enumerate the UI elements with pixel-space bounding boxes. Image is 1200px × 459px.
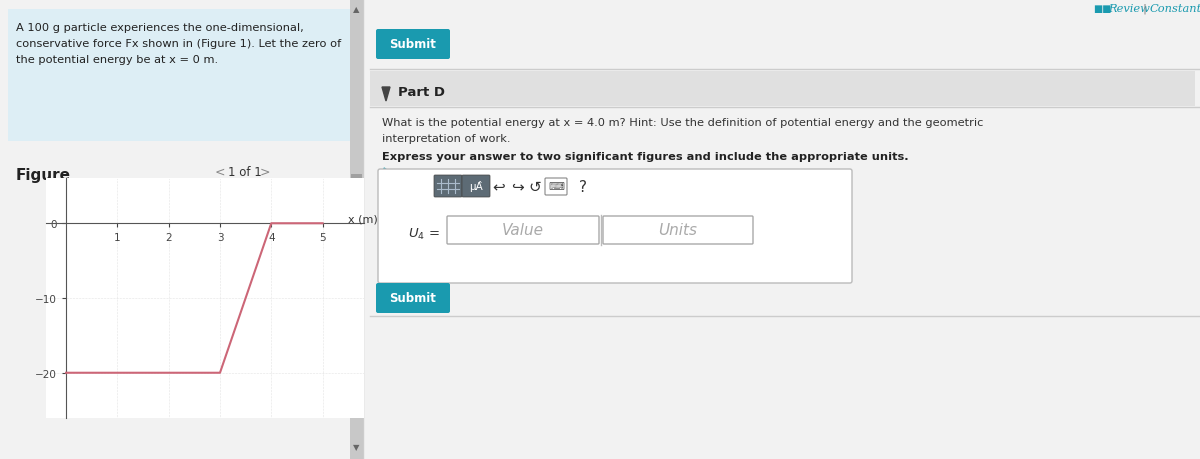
Text: the potential energy be at x = 0 m.: the potential energy be at x = 0 m. — [16, 55, 218, 65]
Polygon shape — [384, 168, 390, 177]
FancyBboxPatch shape — [378, 170, 852, 283]
Text: Constants: Constants — [1150, 4, 1200, 14]
Text: interpretation of work.: interpretation of work. — [382, 134, 510, 144]
Text: What is the potential energy at x = 4.0 m? Hint: Use the definition of potential: What is the potential energy at x = 4.0 … — [382, 118, 983, 128]
FancyBboxPatch shape — [446, 217, 599, 245]
Text: Submit: Submit — [390, 292, 437, 305]
Bar — [8, 10, 356, 142]
Bar — [370, 72, 1195, 107]
FancyBboxPatch shape — [376, 283, 450, 313]
Bar — [352, 174, 362, 230]
Text: ↪: ↪ — [511, 179, 523, 194]
Text: $U_4$ =: $U_4$ = — [408, 226, 439, 241]
Text: Submit: Submit — [390, 39, 437, 51]
Polygon shape — [382, 88, 390, 102]
Text: A 100 g particle experiences the one-dimensional,: A 100 g particle experiences the one-dim… — [16, 23, 304, 33]
Text: ?: ? — [580, 179, 587, 194]
Text: >: > — [260, 166, 270, 179]
Text: <: < — [215, 166, 226, 179]
FancyBboxPatch shape — [376, 30, 450, 60]
Text: View Available Hint(s): View Available Hint(s) — [394, 168, 518, 178]
Text: Review: Review — [1108, 4, 1150, 14]
Text: |: | — [1142, 4, 1147, 15]
Text: ■■: ■■ — [1093, 4, 1111, 14]
Text: ↺: ↺ — [529, 179, 541, 194]
Bar — [350, 0, 364, 459]
Text: Units: Units — [659, 223, 697, 238]
Text: Part D: Part D — [398, 86, 445, 99]
Text: 1 of 1: 1 of 1 — [228, 166, 262, 179]
Text: Express your answer to two significant figures and include the appropriate units: Express your answer to two significant f… — [382, 151, 908, 162]
Text: conservative force Fx shown in (Figure 1). Let the zero of: conservative force Fx shown in (Figure 1… — [16, 39, 341, 49]
Text: μÂ: μÂ — [469, 181, 482, 192]
FancyBboxPatch shape — [434, 176, 462, 197]
Text: ↩: ↩ — [493, 179, 505, 194]
FancyBboxPatch shape — [604, 217, 754, 245]
Text: Figure: Figure — [16, 168, 71, 183]
FancyBboxPatch shape — [462, 176, 490, 197]
Text: ▼: ▼ — [353, 442, 359, 451]
Text: ▲: ▲ — [353, 5, 359, 14]
Text: ⌨: ⌨ — [548, 182, 564, 191]
Text: x (m): x (m) — [348, 214, 378, 224]
Text: Value: Value — [502, 223, 544, 238]
